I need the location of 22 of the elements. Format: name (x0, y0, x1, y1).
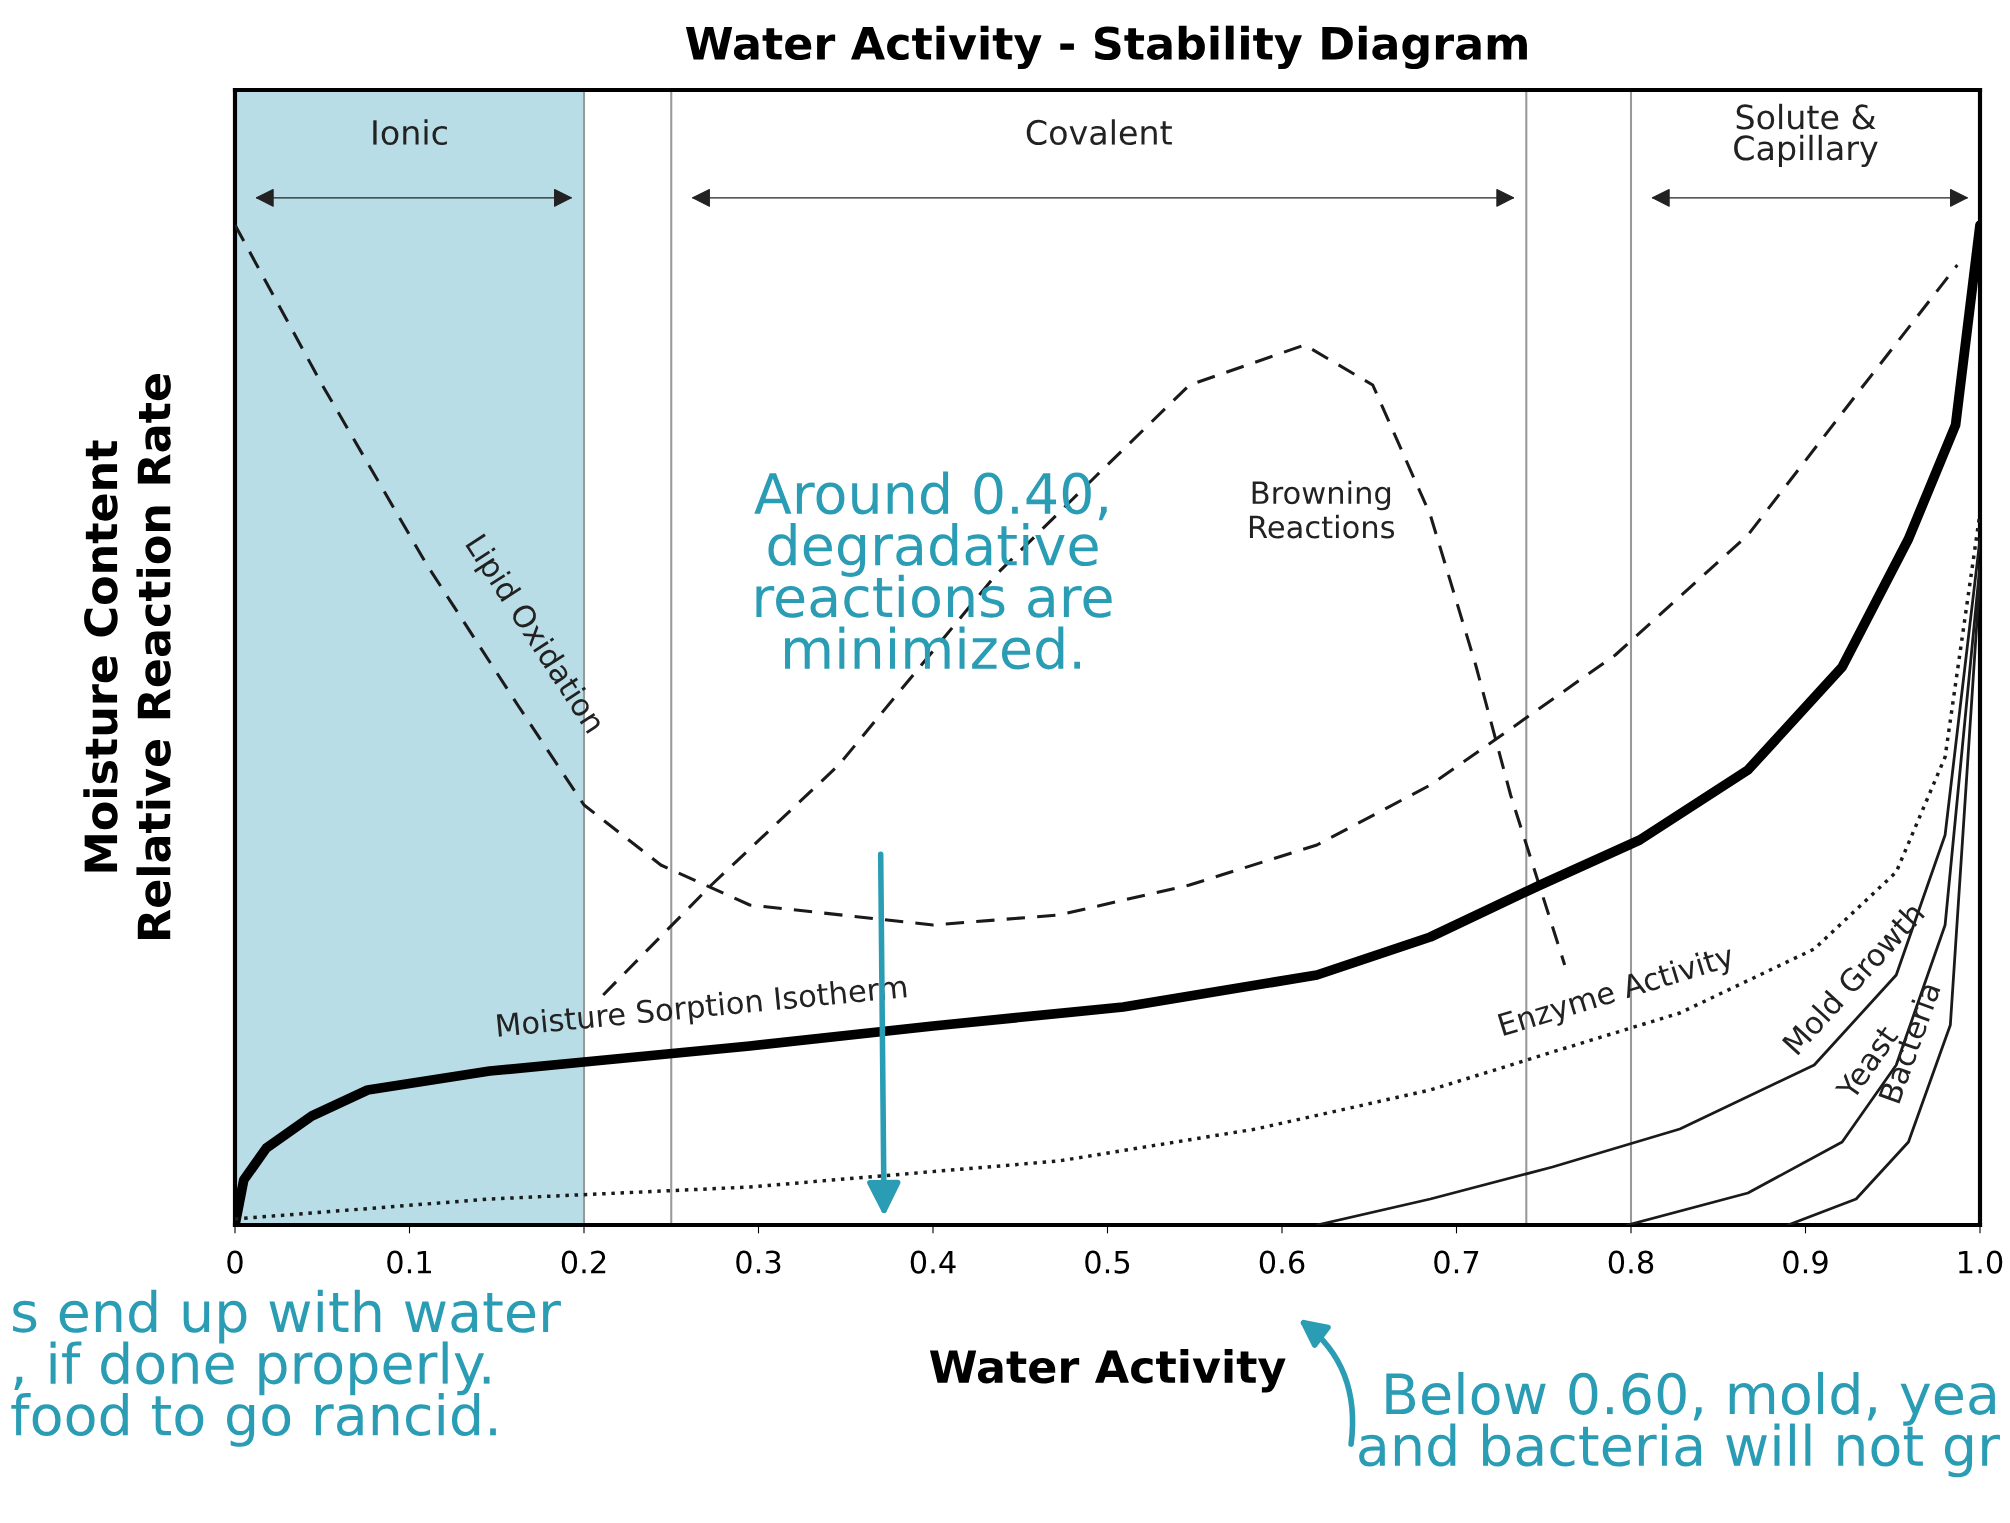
series-label: Browning Reactions (1249, 480, 1395, 539)
x-tick-label: 0.7 (1434, 1250, 1479, 1274)
x-tick-label: 1.0 (1959, 1250, 2003, 1274)
text: Below 0.60, mold, yea and bacteria will not gr (1359, 1371, 2000, 1478)
x-tick-label: 0.4 (910, 1250, 956, 1274)
annotation: Around 0.40, degradative reactions are minimized. (754, 471, 1112, 670)
x-tick-label: 0.8 (1608, 1250, 1654, 1274)
x-tick-label: 0.3 (736, 1250, 781, 1274)
text: s end up with water , if done properly. food to go rancid. (11, 1289, 561, 1447)
text: Solute & Capillary (1734, 103, 1878, 168)
x-tick-label: 0 (227, 1250, 243, 1274)
x-tick-label: 0.6 (1259, 1250, 1305, 1274)
x-tick-label: 0.5 (1085, 1250, 1130, 1274)
chart-title: Water Activity - Stability Diagram (685, 25, 1527, 70)
y-axis-title: Moisture Content Relative Reaction Rate (83, 374, 171, 939)
band-label: Ionic (373, 119, 447, 146)
x-tick-label: 0.1 (387, 1250, 431, 1274)
text: Covalent (1026, 119, 1172, 146)
x-axis-title: Water Activity (929, 1349, 1286, 1393)
text: Enzyme Activity (1497, 942, 1737, 1042)
x-tick-label: 0.9 (1783, 1250, 1828, 1274)
x-tick-label: 0.2 (561, 1250, 606, 1274)
